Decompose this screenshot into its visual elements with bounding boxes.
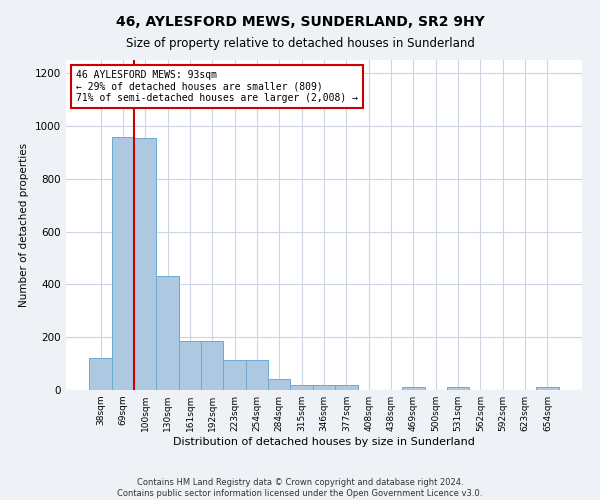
Bar [179, 341, 201, 390]
Bar [268, 380, 290, 390]
Bar [201, 341, 223, 390]
Bar [447, 387, 469, 390]
Bar [112, 136, 134, 390]
Bar [89, 358, 112, 390]
Bar [223, 360, 246, 390]
Bar [536, 387, 559, 390]
Bar [246, 360, 268, 390]
X-axis label: Distribution of detached houses by size in Sunderland: Distribution of detached houses by size … [173, 437, 475, 447]
Bar [313, 384, 335, 390]
Bar [290, 384, 313, 390]
Text: Contains HM Land Registry data © Crown copyright and database right 2024.
Contai: Contains HM Land Registry data © Crown c… [118, 478, 482, 498]
Text: Size of property relative to detached houses in Sunderland: Size of property relative to detached ho… [125, 38, 475, 51]
Text: 46 AYLESFORD MEWS: 93sqm
← 29% of detached houses are smaller (809)
71% of semi-: 46 AYLESFORD MEWS: 93sqm ← 29% of detach… [76, 70, 358, 103]
Bar [134, 138, 157, 390]
Bar [402, 387, 425, 390]
Bar [157, 276, 179, 390]
Bar [335, 384, 358, 390]
Text: 46, AYLESFORD MEWS, SUNDERLAND, SR2 9HY: 46, AYLESFORD MEWS, SUNDERLAND, SR2 9HY [116, 15, 484, 29]
Y-axis label: Number of detached properties: Number of detached properties [19, 143, 29, 307]
